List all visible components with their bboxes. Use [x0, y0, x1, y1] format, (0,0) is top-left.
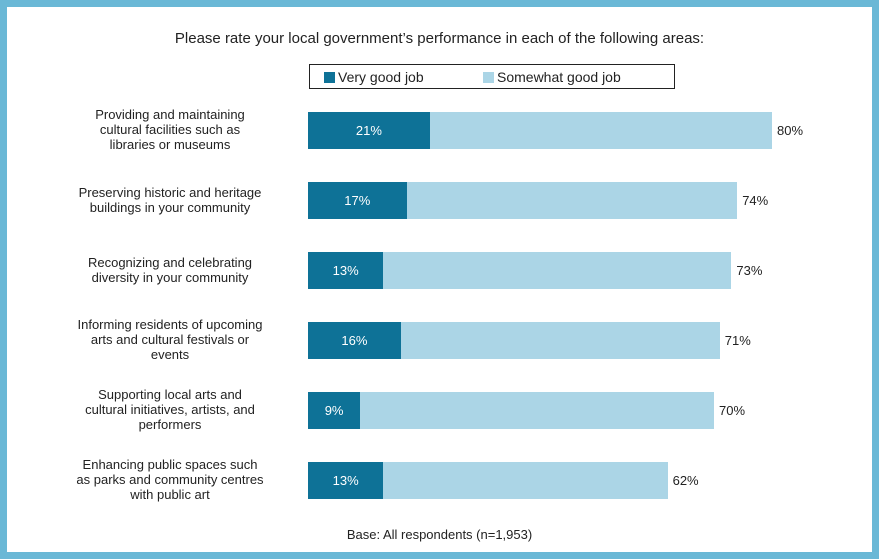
legend-item-very-good: Very good job — [324, 69, 424, 85]
data-label-total: 73% — [736, 262, 763, 278]
category-label: Recognizing and celebrating diversity in … — [60, 255, 280, 285]
category-label-line: with public art — [130, 487, 210, 502]
chart-title: Please rate your local government’s perf… — [174, 30, 705, 47]
category-label-line: diversity in your community — [91, 269, 249, 285]
category-label-line: as parks and community centres — [76, 472, 264, 487]
chart-legend: Very good job Somewhat good job — [309, 64, 675, 89]
category-label-line: performers — [138, 417, 202, 432]
data-label-very-good: 13% — [332, 473, 359, 488]
category-label-line: arts and cultural festivals or — [90, 332, 250, 347]
category-label-line: Supporting local arts and — [98, 387, 242, 402]
legend-swatch-somewhat-good — [483, 71, 494, 83]
data-label-very-good: 21% — [355, 123, 382, 138]
category-label-line: cultural facilities such as — [99, 122, 241, 137]
data-label-very-good: 16% — [341, 333, 368, 348]
legend-label-somewhat-good: Somewhat good job — [497, 69, 621, 85]
data-label-total: 80% — [777, 122, 804, 138]
category-label-line: Enhancing public spaces such — [82, 457, 258, 472]
data-label-very-good: 9% — [324, 403, 344, 418]
data-label-very-good: 17% — [344, 193, 371, 208]
category-label-line: Informing residents of upcoming — [77, 317, 263, 332]
category-label-line: buildings in your community — [89, 199, 251, 215]
data-label-total: 70% — [719, 402, 746, 418]
category-label-line: cultural initiatives, artists, and — [85, 402, 255, 417]
category-label: Supporting local arts and cultural initia… — [60, 387, 280, 432]
category-label-line: libraries or museums — [109, 137, 231, 152]
bar-very-good: 13% — [308, 462, 384, 499]
category-label-line: Providing and maintaining — [95, 107, 245, 122]
category-label: Enhancing public spaces such as parks and… — [60, 457, 280, 502]
bar-very-good: 9% — [308, 392, 361, 429]
legend-label-very-good: Very good job — [338, 69, 424, 85]
legend-item-somewhat-good: Somewhat good job — [483, 69, 621, 85]
base-note: Base: All respondents (n=1,953) — [346, 527, 533, 542]
legend-swatch-very-good — [324, 71, 335, 83]
bar-very-good: 21% — [308, 112, 430, 149]
data-label-total: 74% — [742, 192, 769, 208]
bar-somewhat-good — [308, 392, 714, 429]
category-label-line: events — [150, 347, 190, 362]
data-label-very-good: 13% — [332, 263, 359, 278]
category-label-line: Recognizing and celebrating — [87, 254, 253, 270]
bar-very-good: 17% — [308, 182, 407, 219]
bar-very-good: 16% — [308, 322, 401, 359]
category-label: Informing residents of upcoming arts and … — [60, 317, 280, 362]
category-label-line: Preserving historic and heritage — [78, 184, 262, 200]
category-label: Providing and maintaining cultural facili… — [60, 107, 280, 152]
data-label-total: 62% — [672, 472, 699, 488]
bar-very-good: 13% — [308, 252, 384, 289]
category-label: Preserving historic and heritage building… — [60, 185, 280, 215]
data-label-total: 71% — [724, 332, 751, 348]
